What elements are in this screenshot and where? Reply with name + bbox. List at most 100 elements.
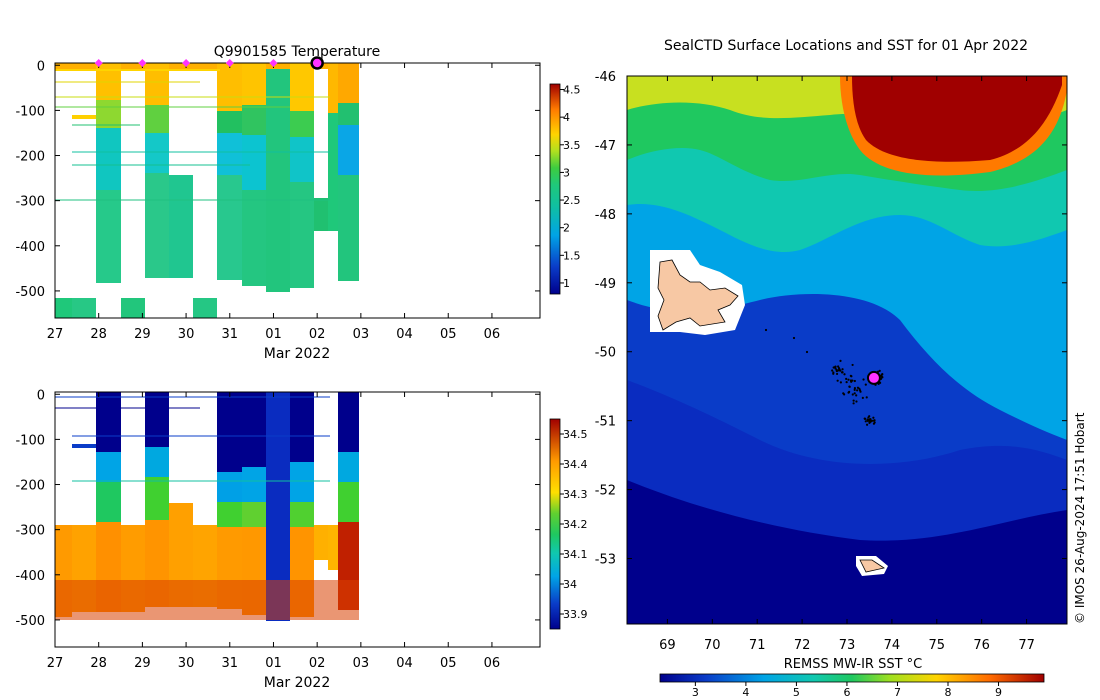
track-point: [851, 393, 854, 396]
y-tick-label: -500: [15, 614, 45, 629]
track-point: [840, 371, 844, 374]
colorbar-tick-label: 33.9: [563, 608, 588, 621]
x-tick-label: 74: [884, 638, 901, 653]
sal-mid-cell: [96, 482, 121, 522]
temp-mid-cell: [145, 105, 169, 133]
track-point: [851, 363, 854, 367]
x-tick-label: 27: [47, 327, 64, 342]
temp-warm-cell: [328, 63, 338, 113]
x-tick-label: 04: [396, 327, 413, 342]
temp-col: [121, 298, 145, 318]
colorbar-tick-label: 4.5: [563, 84, 581, 97]
x-tick-label: 72: [794, 638, 811, 653]
temp-cold-cell: [145, 133, 169, 173]
track-point: [839, 381, 842, 384]
sal-mid-cell: [217, 502, 242, 527]
track-point: [853, 379, 856, 383]
sal-mid-cell: [242, 467, 266, 502]
track-point: [853, 392, 856, 395]
colorbar-tick-label: 34.3: [563, 488, 588, 501]
track-point: [832, 366, 835, 369]
temp-title: Q9901585 Temperature: [214, 44, 381, 60]
track-point: [872, 419, 875, 422]
sal-mid-cell: [338, 452, 359, 482]
colorbar-tick-label: 34.2: [563, 518, 588, 531]
temp-col: [266, 63, 290, 292]
colorbar-tick-label: 2.5: [563, 194, 581, 207]
track-point: [851, 379, 854, 382]
colorbar-tick-label: 1: [563, 277, 570, 290]
x-tick-label: 06: [484, 327, 501, 342]
profile-marker: [269, 59, 278, 67]
sal-mid-cell: [145, 447, 169, 477]
sst-colorbar: [659, 673, 1045, 683]
x-tick-label: 77: [1018, 638, 1035, 653]
temp-axes-frame: [54, 62, 541, 319]
x-tick-label: 27: [47, 656, 64, 671]
x-tick-label: 31: [222, 656, 239, 671]
sal-colorbar-ticks: 34.5 34.4 34.3 34.2 34.1 34 33.9: [560, 428, 588, 621]
temp-cold-cell: [242, 135, 266, 190]
temp-surface-layer: [55, 63, 359, 69]
colorbar-tick-label: 2: [563, 222, 570, 235]
y-tick-label: -51: [595, 415, 616, 430]
temp-y-axis: 0 -100 -200 -300 -400 -500: [15, 59, 540, 300]
temp-col: [328, 63, 338, 231]
sal-col: [314, 525, 328, 560]
track-point: [861, 396, 864, 399]
colorbar-tick-label: 3.5: [563, 139, 581, 152]
track-point: [858, 389, 862, 392]
track-point: [852, 402, 855, 405]
sal-mid-cell: [290, 462, 314, 502]
colorbar-tick-label: 34: [563, 578, 577, 591]
sal-mid-cell: [242, 502, 266, 527]
x-tick-label: 29: [134, 656, 151, 671]
y-tick-label: -46: [595, 70, 616, 85]
track-point: [853, 387, 857, 390]
sal-mid-cell: [96, 452, 121, 482]
track-point: [848, 385, 851, 388]
sal-fresh-cell: [242, 392, 266, 467]
temp-x-axis: 27 28 29 30 31 01 02 03 04 05 06: [47, 63, 500, 342]
colorbar-tick-label: 4: [563, 111, 570, 124]
x-tick-label: 03: [353, 327, 370, 342]
track-point: [863, 417, 866, 420]
temp-mid-cell: [242, 105, 266, 135]
current-seal-position: [866, 370, 881, 385]
y-tick-label: -48: [595, 208, 616, 223]
track-point: [837, 369, 840, 372]
temp-cold-cell: [338, 125, 359, 175]
temp-colorbar-ticks: 4.5 4 3.5 3 2.5 2 1.5 1: [560, 84, 581, 290]
temp-heatmap: [55, 63, 359, 318]
track-point: [880, 375, 884, 379]
sal-mid-cell: [217, 472, 242, 502]
track-point: [869, 420, 872, 423]
kerguelen-island: [657, 259, 739, 331]
sal-mid-cell: [145, 477, 169, 520]
track-point: [872, 416, 875, 419]
sal-fresh-cell: [217, 392, 242, 472]
temp-col: [55, 298, 72, 318]
y-tick-label: -400: [15, 569, 45, 584]
y-tick-label: -400: [15, 240, 45, 255]
temp-col: [193, 298, 217, 318]
colorbar-tick-label: 34.4: [563, 458, 588, 471]
track-point: [834, 367, 837, 370]
track-point: [850, 375, 853, 378]
colorbar-tick-label: 3: [692, 686, 699, 699]
track-point: [832, 372, 835, 375]
temp-col: [314, 198, 328, 231]
y-tick-label: -50: [595, 346, 616, 361]
track-point: [852, 399, 855, 402]
temp-mid-cell: [290, 111, 314, 137]
sal-fresh-cell: [96, 392, 121, 452]
sal-fresh-cell: [338, 392, 359, 452]
track-point: [835, 369, 838, 372]
temp-mid-cell: [217, 111, 242, 133]
x-tick-label: 02: [309, 656, 326, 671]
map-x-axis: 69 70 71 72 73 74 75 76 77: [659, 76, 1035, 653]
colorbar-tick-label: 1.5: [563, 249, 581, 262]
colorbar-tick-label: 9: [995, 686, 1002, 699]
x-tick-label: 01: [265, 656, 282, 671]
y-tick-label: -100: [15, 104, 45, 119]
